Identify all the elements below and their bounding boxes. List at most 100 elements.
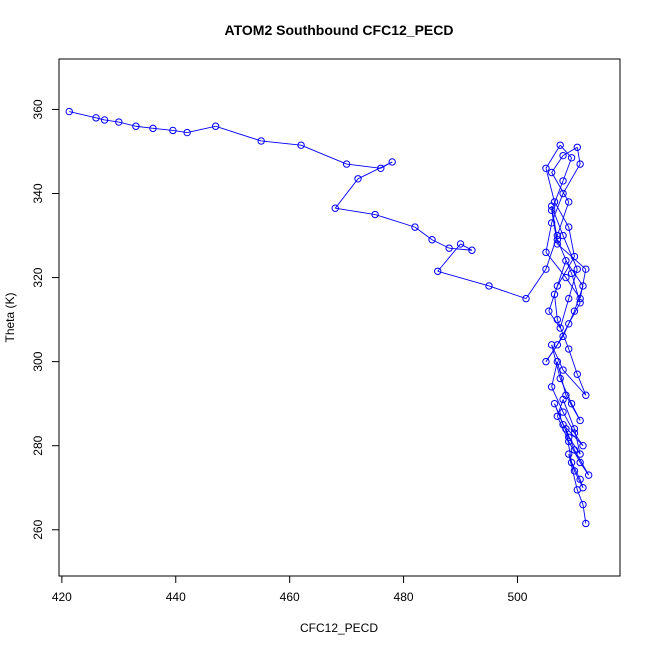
x-tick-label: 440 bbox=[166, 590, 186, 604]
data-point bbox=[456, 240, 465, 248]
series-lines bbox=[69, 111, 590, 524]
data-point bbox=[468, 246, 476, 254]
series-segment bbox=[551, 344, 561, 379]
data-point bbox=[559, 332, 567, 341]
data-point bbox=[559, 177, 567, 185]
data-point bbox=[559, 189, 567, 198]
data-point bbox=[576, 160, 584, 168]
data-point bbox=[576, 458, 584, 467]
data-point bbox=[570, 307, 579, 315]
series-segment bbox=[551, 361, 558, 387]
data-point bbox=[559, 231, 567, 240]
data-point bbox=[542, 248, 550, 257]
data-point bbox=[553, 341, 562, 349]
series-segment bbox=[576, 374, 587, 396]
data-point bbox=[582, 265, 590, 273]
series-segment bbox=[488, 285, 527, 300]
series-segment bbox=[562, 369, 587, 396]
data-point bbox=[565, 433, 573, 441]
series-points bbox=[65, 107, 593, 528]
data-point bbox=[211, 122, 220, 130]
y-tick-label: 300 bbox=[31, 351, 45, 371]
series-segment bbox=[565, 428, 575, 451]
data-point bbox=[411, 223, 419, 231]
data-point bbox=[445, 244, 453, 252]
series-segment bbox=[545, 336, 564, 362]
series-segment bbox=[545, 144, 561, 169]
series-segment bbox=[551, 344, 564, 371]
data-point bbox=[565, 345, 573, 353]
data-point bbox=[562, 273, 570, 282]
series-segment bbox=[562, 163, 581, 194]
data-point bbox=[542, 164, 550, 172]
data-point bbox=[576, 416, 584, 425]
series-segment bbox=[559, 378, 572, 404]
chart-title: ATOM2 Southbound CFC12_PECD bbox=[225, 22, 454, 38]
data-point bbox=[556, 324, 564, 332]
data-point bbox=[553, 231, 562, 240]
series-segment bbox=[579, 269, 587, 299]
series-segment bbox=[69, 111, 97, 119]
series-segment bbox=[545, 252, 567, 278]
series-segment bbox=[568, 269, 578, 299]
y-axis: 260 280 300 320 340 360 bbox=[31, 99, 59, 540]
y-tick-label: 360 bbox=[31, 99, 45, 119]
data-point bbox=[565, 198, 573, 206]
series-segment bbox=[334, 178, 359, 209]
data-point bbox=[371, 210, 379, 219]
data-point bbox=[584, 471, 593, 479]
data-point bbox=[550, 399, 559, 408]
data-point bbox=[100, 116, 109, 124]
series-segment bbox=[556, 201, 570, 236]
data-point bbox=[570, 446, 579, 454]
data-point bbox=[65, 107, 73, 116]
series-segment bbox=[449, 247, 472, 251]
data-point bbox=[547, 206, 556, 215]
series-segment bbox=[562, 424, 584, 447]
data-point bbox=[576, 294, 584, 303]
series-segment bbox=[104, 119, 119, 123]
series-segment bbox=[576, 489, 584, 505]
data-point bbox=[562, 257, 570, 265]
data-point bbox=[576, 475, 584, 484]
series-segment bbox=[562, 146, 578, 157]
data-point bbox=[149, 124, 157, 133]
series-segment bbox=[335, 207, 376, 215]
series-segment bbox=[437, 243, 461, 272]
y-tick-label: 340 bbox=[31, 183, 45, 203]
y-tick-label: 260 bbox=[31, 519, 45, 539]
data-point bbox=[559, 395, 567, 404]
data-point bbox=[573, 370, 581, 378]
series-segment bbox=[562, 157, 573, 182]
data-point bbox=[92, 114, 100, 122]
series-segment bbox=[172, 130, 188, 134]
series-segment bbox=[562, 399, 575, 430]
data-point bbox=[542, 357, 550, 366]
series-segment bbox=[562, 311, 575, 337]
data-point bbox=[576, 450, 584, 458]
data-point bbox=[556, 141, 564, 149]
data-point bbox=[573, 486, 581, 494]
data-point bbox=[579, 500, 587, 509]
data-point bbox=[542, 265, 550, 273]
series-segment bbox=[545, 168, 555, 203]
series-segment bbox=[556, 319, 570, 350]
series-segment bbox=[556, 256, 575, 287]
series-segment bbox=[551, 386, 564, 413]
series-segment bbox=[346, 163, 381, 169]
data-point bbox=[257, 137, 265, 145]
y-tick-label: 280 bbox=[31, 435, 45, 455]
series-segment bbox=[300, 144, 347, 165]
data-point bbox=[556, 374, 564, 383]
series-segment bbox=[559, 298, 570, 329]
data-point bbox=[331, 204, 339, 212]
series-segment bbox=[545, 222, 553, 253]
data-point bbox=[547, 341, 556, 349]
data-point bbox=[582, 391, 590, 399]
x-tick-label: 480 bbox=[394, 590, 414, 604]
data-point bbox=[570, 425, 579, 433]
series-segment bbox=[568, 227, 575, 257]
series-segment bbox=[562, 235, 578, 270]
y-tick-label: 320 bbox=[31, 267, 45, 287]
